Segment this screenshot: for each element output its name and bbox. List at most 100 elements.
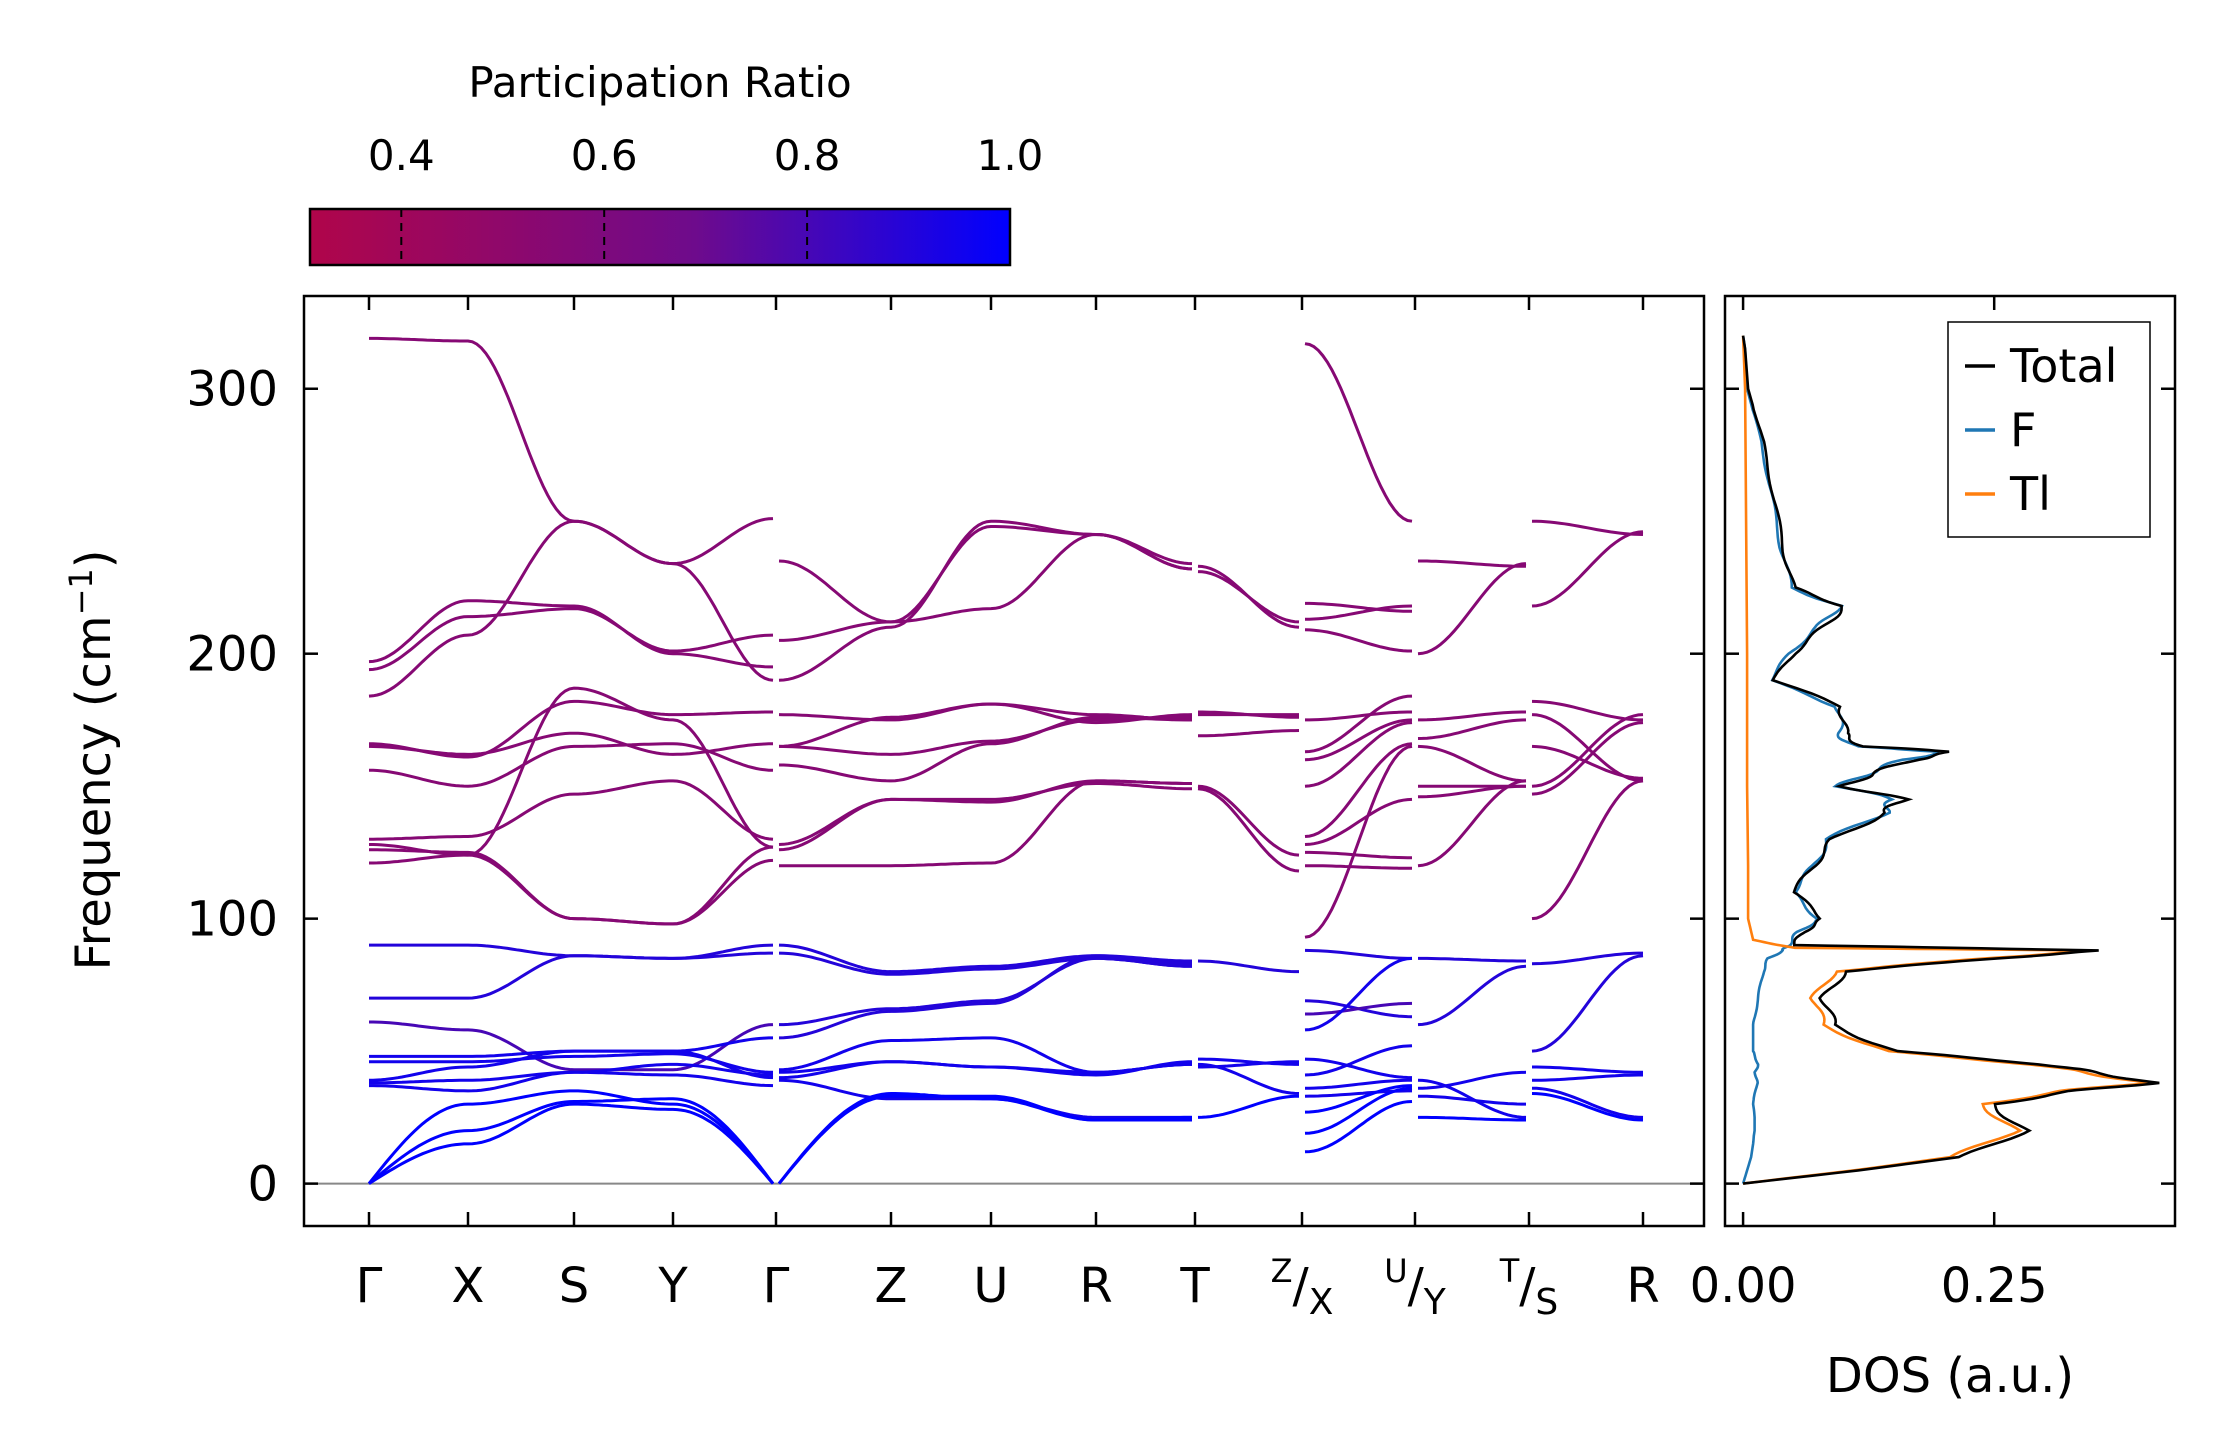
band-line (369, 699, 773, 759)
band-line (1305, 850, 1412, 860)
band-line (1304, 694, 1413, 754)
band-line (1531, 519, 1644, 536)
dos-frame (1723, 294, 2177, 1228)
band-line (1305, 710, 1412, 722)
band-line (369, 336, 774, 566)
band-line (1304, 718, 1413, 762)
dos-lines (1741, 335, 2160, 1185)
band-line (1305, 604, 1413, 621)
band-line (368, 607, 774, 672)
colorbar-tick-label: 0.6 (571, 131, 638, 180)
band-line (1304, 742, 1413, 838)
legend-label: Total (2009, 339, 2117, 393)
band-line (368, 519, 774, 698)
kpoint-label: Γ (763, 1258, 790, 1314)
legend-label: Tl (2009, 467, 2051, 521)
y-axis-title: Frequency (cm−1) (62, 549, 122, 970)
band-lines (367, 336, 1644, 1185)
kpoint-label: T (1179, 1258, 1210, 1314)
colorbar-gradient (308, 207, 1012, 267)
dos-panel: 0.00 0.25 DOS (a.u.) Total F Tl (1690, 294, 2177, 1404)
band-line (369, 951, 773, 1000)
band-line (1305, 601, 1412, 613)
dos-series-line (1741, 335, 2160, 1185)
legend-label: F (2010, 403, 2036, 457)
band-line (1197, 1062, 1300, 1095)
band-line (1197, 787, 1300, 873)
band-line (1417, 562, 1527, 656)
x-axis-title: DOS (a.u.) (1826, 1348, 2074, 1404)
band-line (1418, 1115, 1526, 1122)
band-line (1304, 1044, 1413, 1077)
kpoint-label: Z (875, 1258, 908, 1314)
band-line (368, 599, 773, 669)
band-line (1198, 1057, 1299, 1066)
band-line (779, 1060, 1193, 1080)
band-line (1304, 1057, 1413, 1080)
dispersion-frame (302, 294, 1706, 1228)
band-line (1531, 779, 1644, 921)
band-line (1531, 954, 1644, 1053)
band-line (1418, 956, 1526, 963)
band-line (1197, 1094, 1300, 1119)
kpoint-label: X (452, 1258, 485, 1314)
band-line (1531, 744, 1644, 780)
band-line (369, 779, 774, 841)
band-line (1305, 864, 1412, 870)
y-tick-label: 300 (186, 362, 278, 418)
band-line (1531, 1086, 1644, 1119)
kpoint-label: R (1626, 1258, 1659, 1314)
dispersion-panel: 0 100 200 300 Γ X S Y Γ Z U R T Z/X U/Y T/S R Frequency… (62, 294, 1706, 1323)
y-tick-label: 100 (186, 892, 278, 948)
band-line (369, 845, 774, 926)
kpoint-label: Y (657, 1258, 688, 1314)
band-line (367, 1089, 775, 1185)
band-line (1531, 530, 1644, 608)
band-line (1304, 956, 1413, 1032)
band-line (1304, 628, 1412, 653)
band-line (1417, 784, 1526, 799)
band-line (1304, 721, 1413, 788)
band-line (1198, 729, 1300, 738)
band-line (1304, 342, 1413, 523)
kpoint-label: U/Y (1384, 1252, 1447, 1323)
band-line (1197, 959, 1299, 974)
band-line (1418, 1094, 1526, 1106)
kpoint-label: S (559, 1258, 589, 1314)
colorbar: Participation Ratio 0.4 0.6 0.8 1.0 (308, 58, 1043, 267)
band-line (1304, 948, 1412, 960)
dos-x-tick-label: 0.00 (1690, 1258, 1797, 1314)
band-line (1305, 1001, 1413, 1016)
dos-series-line (1741, 335, 2151, 1185)
band-line (368, 1097, 775, 1185)
band-line (1532, 1065, 1643, 1074)
colorbar-title: Participation Ratio (468, 58, 851, 107)
band-line (1417, 779, 1527, 868)
y-tick-label: 200 (186, 627, 278, 683)
band-line (1531, 713, 1644, 788)
band-line (1418, 1070, 1527, 1090)
band-line (369, 848, 774, 926)
y-tick-label: 0 (247, 1157, 278, 1213)
band-line (1417, 718, 1527, 740)
kpoint-label: R (1079, 1258, 1112, 1314)
band-line (1304, 1084, 1413, 1114)
band-line (1304, 1086, 1413, 1135)
band-line (1304, 744, 1413, 939)
kpoint-label: Z/X (1271, 1252, 1334, 1323)
band-line (778, 519, 1193, 682)
dos-x-tick-label: 0.25 (1941, 1258, 2048, 1314)
band-line (1305, 1078, 1412, 1090)
legend: Total F Tl (1947, 321, 2151, 538)
band-line (779, 779, 1192, 868)
kpoint-label: Γ (356, 1258, 383, 1314)
band-line (368, 1102, 775, 1185)
band-line (779, 956, 1192, 1027)
band-line (1531, 721, 1644, 796)
kpoint-label: T/S (1499, 1252, 1559, 1323)
band-line (1197, 784, 1300, 857)
band-line (1417, 964, 1527, 1027)
colorbar-tick-label: 0.4 (368, 131, 435, 180)
band-line (778, 715, 1192, 756)
